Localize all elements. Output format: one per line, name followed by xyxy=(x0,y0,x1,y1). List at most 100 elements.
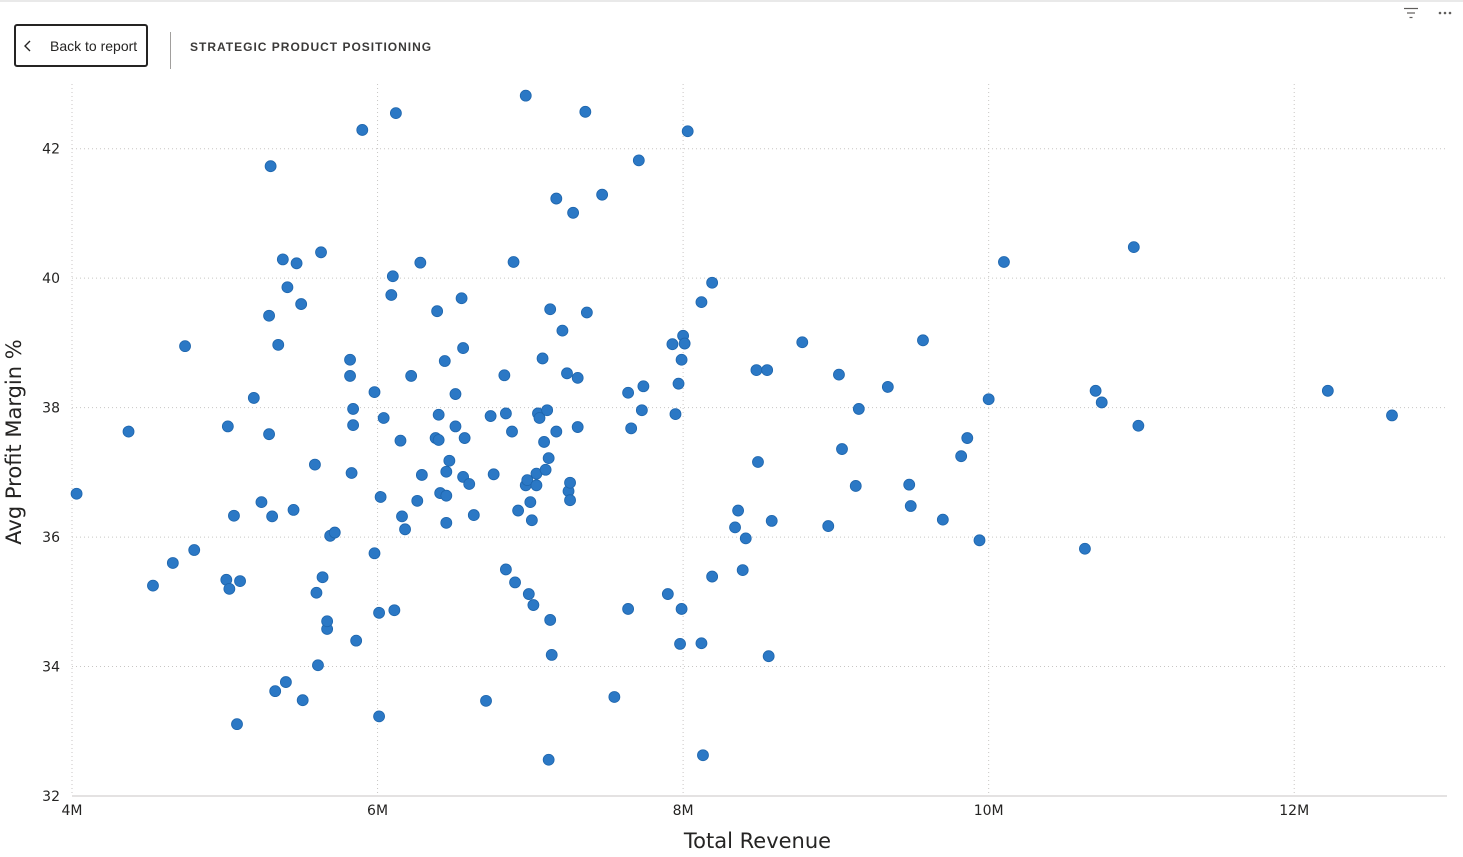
data-point[interactable] xyxy=(396,510,408,523)
data-point[interactable] xyxy=(973,534,986,547)
data-point[interactable] xyxy=(739,532,752,545)
data-point[interactable] xyxy=(279,676,292,688)
data-point[interactable] xyxy=(903,478,916,491)
data-point[interactable] xyxy=(1089,384,1102,397)
data-point[interactable] xyxy=(377,412,390,424)
data-point[interactable] xyxy=(498,369,511,382)
data-point[interactable] xyxy=(321,615,334,628)
data-point[interactable] xyxy=(998,256,1010,268)
data-point[interactable] xyxy=(287,504,300,516)
data-point[interactable] xyxy=(530,479,543,492)
data-point[interactable] xyxy=(522,588,535,600)
data-point[interactable] xyxy=(234,575,246,588)
data-point[interactable] xyxy=(269,685,282,698)
data-point[interactable] xyxy=(389,107,402,120)
data-point[interactable] xyxy=(833,368,845,381)
data-point[interactable] xyxy=(394,434,407,447)
data-point[interactable] xyxy=(255,496,268,509)
data-point[interactable] xyxy=(350,634,363,647)
data-point[interactable] xyxy=(661,588,674,600)
data-point[interactable] xyxy=(247,392,260,404)
data-point[interactable] xyxy=(506,425,518,438)
data-point[interactable] xyxy=(440,516,453,529)
data-point[interactable] xyxy=(571,421,584,433)
data-point[interactable] xyxy=(449,420,462,433)
data-point[interactable] xyxy=(750,364,763,376)
data-point[interactable] xyxy=(674,637,686,650)
data-point[interactable] xyxy=(449,388,462,400)
data-point[interactable] xyxy=(796,336,809,349)
data-point[interactable] xyxy=(904,500,917,512)
data-point[interactable] xyxy=(519,89,532,102)
data-point[interactable] xyxy=(484,410,497,422)
data-point[interactable] xyxy=(521,474,534,487)
data-point[interactable] xyxy=(487,468,500,481)
data-point[interactable] xyxy=(675,603,688,615)
filter-icon[interactable] xyxy=(1401,4,1421,22)
data-point[interactable] xyxy=(1386,409,1398,422)
data-point[interactable] xyxy=(440,489,453,502)
data-point[interactable] xyxy=(431,305,444,318)
data-point[interactable] xyxy=(542,452,555,465)
data-point[interactable] xyxy=(961,432,974,444)
data-point[interactable] xyxy=(344,370,356,382)
data-point[interactable] xyxy=(281,281,294,294)
data-point[interactable] xyxy=(729,521,741,534)
data-point[interactable] xyxy=(388,604,401,617)
data-point[interactable] xyxy=(666,338,679,351)
data-point[interactable] xyxy=(432,408,445,421)
data-point[interactable] xyxy=(356,124,369,136)
data-point[interactable] xyxy=(188,544,201,556)
data-point[interactable] xyxy=(550,192,563,205)
data-point[interactable] xyxy=(761,364,774,376)
data-point[interactable] xyxy=(411,494,424,507)
data-point[interactable] xyxy=(455,292,468,305)
data-point[interactable] xyxy=(635,404,648,417)
data-point[interactable] xyxy=(608,691,621,703)
data-point[interactable] xyxy=(443,454,456,467)
data-point[interactable] xyxy=(550,425,563,438)
data-point[interactable] xyxy=(179,340,191,353)
data-point[interactable] xyxy=(415,469,428,481)
data-point[interactable] xyxy=(580,306,593,319)
data-point[interactable] xyxy=(368,386,381,399)
data-point[interactable] xyxy=(936,513,949,526)
data-point[interactable] xyxy=(752,456,764,468)
data-point[interactable] xyxy=(368,547,381,560)
data-point[interactable] xyxy=(432,434,445,446)
data-point[interactable] xyxy=(147,579,159,592)
data-point[interactable] xyxy=(917,334,929,347)
data-point[interactable] xyxy=(1132,419,1145,432)
data-point[interactable] xyxy=(266,510,279,523)
data-point[interactable] xyxy=(290,257,303,270)
data-point[interactable] xyxy=(527,599,540,611)
data-point[interactable] xyxy=(822,520,835,532)
data-point[interactable] xyxy=(675,353,688,366)
data-point[interactable] xyxy=(564,476,576,489)
data-point[interactable] xyxy=(385,289,398,301)
data-point[interactable] xyxy=(697,749,709,762)
data-point[interactable] xyxy=(374,491,387,503)
data-point[interactable] xyxy=(1095,396,1108,409)
data-point[interactable] xyxy=(561,367,573,380)
data-point[interactable] xyxy=(622,386,635,399)
data-point[interactable] xyxy=(525,514,538,527)
data-point[interactable] xyxy=(457,342,470,354)
data-point[interactable] xyxy=(467,509,480,521)
data-point[interactable] xyxy=(881,381,894,393)
data-point[interactable] xyxy=(632,154,645,167)
data-point[interactable] xyxy=(1321,384,1334,397)
data-point[interactable] xyxy=(695,637,708,650)
data-point[interactable] xyxy=(315,246,327,259)
data-point[interactable] xyxy=(438,355,451,367)
data-point[interactable] xyxy=(122,425,135,438)
data-point[interactable] xyxy=(849,480,862,492)
data-point[interactable] xyxy=(541,404,554,417)
data-point[interactable] xyxy=(536,352,549,365)
data-point[interactable] xyxy=(669,408,682,421)
data-point[interactable] xyxy=(512,504,525,517)
data-point[interactable] xyxy=(310,586,323,599)
data-point[interactable] xyxy=(533,412,546,424)
data-point[interactable] xyxy=(544,303,557,316)
data-point[interactable] xyxy=(955,450,968,463)
